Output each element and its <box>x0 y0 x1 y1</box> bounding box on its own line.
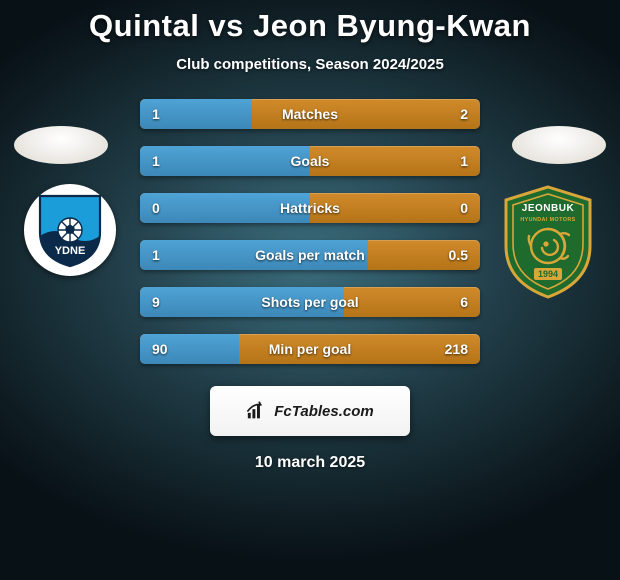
stat-left-value: 1 <box>152 153 182 169</box>
stat-right-value: 0 <box>438 200 468 216</box>
stat-label: Shots per goal <box>261 294 358 310</box>
stat-bar: 1 Goals per match 0.5 <box>140 240 480 270</box>
stat-left-value: 90 <box>152 341 182 357</box>
stat-right-value: 0.5 <box>438 247 468 263</box>
stat-label: Goals per match <box>255 247 365 263</box>
stat-bar: 90 Min per goal 218 <box>140 334 480 364</box>
stat-right-value: 2 <box>438 106 468 122</box>
stat-left-value: 1 <box>152 106 182 122</box>
stat-bar: 1 Matches 2 <box>140 99 480 129</box>
stat-label: Goals <box>291 153 330 169</box>
stat-right-value: 6 <box>438 294 468 310</box>
stat-bar: 1 Goals 1 <box>140 146 480 176</box>
footer-brand-text: FcTables.com <box>274 403 373 420</box>
stat-bar: 0 Hattricks 0 <box>140 193 480 223</box>
footer-brand-box: FcTables.com <box>210 386 410 436</box>
page-title: Quintal vs Jeon Byung-Kwan <box>89 8 531 44</box>
stat-left-value: 1 <box>152 247 182 263</box>
stat-label: Min per goal <box>269 341 351 357</box>
stat-bars: 1 Matches 2 1 Goals 1 0 Hattricks 0 1 Goals per ma… <box>140 99 480 364</box>
stat-label: Matches <box>282 106 338 122</box>
stat-right-value: 218 <box>438 341 468 357</box>
stat-right-value: 1 <box>438 153 468 169</box>
stat-bar: 9 Shots per goal 6 <box>140 287 480 317</box>
stat-left-value: 0 <box>152 200 182 216</box>
subtitle: Club competitions, Season 2024/2025 <box>176 56 444 73</box>
chart-icon <box>246 400 268 422</box>
date-text: 10 march 2025 <box>255 454 365 472</box>
stat-label: Hattricks <box>280 200 340 216</box>
stat-left-value: 9 <box>152 294 182 310</box>
